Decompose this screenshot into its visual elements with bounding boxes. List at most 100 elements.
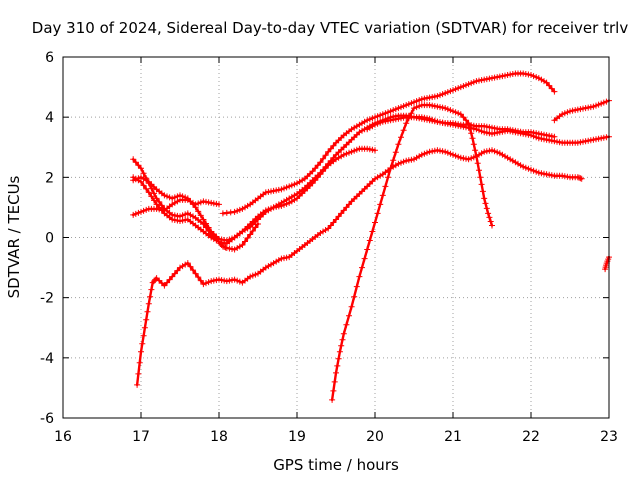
- data-point: [143, 185, 150, 192]
- data-point: [138, 348, 144, 355]
- data-point: [203, 220, 209, 227]
- y-tick-label: 4: [45, 110, 54, 126]
- data-point: [450, 151, 456, 158]
- data-point: [249, 218, 256, 225]
- series-track-10: [602, 254, 612, 273]
- data-point: [135, 175, 142, 182]
- data-point: [603, 98, 610, 105]
- data-point: [317, 171, 324, 178]
- data-point: [223, 237, 230, 244]
- data-point: [140, 332, 147, 339]
- data-point: [346, 201, 352, 208]
- data-point: [291, 181, 298, 188]
- data-point: [457, 84, 464, 91]
- data-point: [489, 147, 495, 154]
- data-point: [470, 79, 477, 86]
- data-point: [356, 273, 363, 280]
- data-point: [340, 330, 347, 337]
- data-point: [364, 117, 371, 124]
- axis-ticks: [62, 56, 610, 419]
- data-point: [392, 106, 399, 113]
- data-point: [130, 156, 137, 163]
- y-tick-label: 2: [45, 170, 54, 186]
- data-point: [203, 280, 209, 287]
- data-point: [489, 222, 495, 229]
- chart-title: Day 310 of 2024, Sidereal Day-to-day VTE…: [32, 19, 629, 37]
- data-point: [470, 141, 477, 148]
- data-point: [192, 201, 199, 208]
- data-point: [132, 159, 139, 166]
- data-point: [330, 387, 337, 394]
- data-point: [567, 108, 573, 115]
- data-point: [379, 192, 386, 199]
- data-point: [361, 255, 368, 262]
- data-point: [366, 237, 373, 244]
- data-point: [330, 142, 337, 149]
- data-point: [455, 153, 462, 160]
- data-point: [335, 355, 342, 362]
- data-point: [590, 103, 597, 110]
- data-point: [369, 115, 376, 122]
- data-point: [327, 222, 334, 229]
- data-point: [195, 200, 202, 207]
- data-point: [525, 165, 532, 172]
- x-tick-label: 16: [54, 429, 72, 445]
- data-point: [377, 201, 384, 208]
- data-point: [460, 114, 467, 121]
- data-point: [187, 263, 194, 270]
- data-point: [483, 205, 490, 212]
- data-point: [338, 342, 345, 349]
- data-point: [144, 308, 151, 315]
- data-point: [182, 211, 189, 218]
- data-point: [164, 279, 170, 286]
- data-point: [437, 92, 443, 99]
- data-point: [548, 85, 555, 92]
- data-point: [205, 279, 212, 286]
- data-point: [530, 73, 537, 80]
- x-tick-label: 21: [444, 429, 462, 445]
- x-tick-label: 22: [522, 429, 540, 445]
- data-point: [309, 180, 316, 187]
- data-point: [533, 74, 540, 81]
- data-point: [444, 89, 451, 96]
- data-point: [179, 212, 186, 219]
- data-point: [455, 85, 462, 92]
- y-axis-label: SDTVAR / TECUs: [5, 175, 23, 298]
- data-point: [528, 72, 534, 78]
- data-point: [457, 111, 464, 118]
- data-point: [340, 151, 347, 158]
- data-point: [481, 195, 488, 202]
- data-point: [216, 201, 222, 208]
- data-point: [578, 175, 585, 182]
- x-tick-label: 19: [288, 429, 306, 445]
- data-point: [447, 88, 454, 95]
- data-point: [331, 378, 338, 385]
- data-point: [465, 81, 472, 88]
- data-point: [533, 168, 540, 175]
- data-point: [147, 293, 154, 300]
- data-point: [390, 107, 397, 114]
- data-point: [171, 270, 178, 277]
- data-point: [452, 152, 459, 159]
- data-point: [400, 103, 407, 110]
- data-point: [387, 165, 394, 172]
- data-point: [491, 148, 498, 155]
- data-point: [353, 283, 360, 290]
- data-point: [239, 242, 246, 248]
- data-point: [522, 164, 529, 171]
- series-track-4: [130, 145, 378, 244]
- data-point: [416, 103, 423, 110]
- data-point: [405, 101, 412, 108]
- data-point: [351, 293, 358, 300]
- data-point: [392, 149, 399, 156]
- data-point: [520, 163, 527, 170]
- data-point: [281, 185, 287, 192]
- data-point: [408, 100, 415, 107]
- data-point: [382, 183, 389, 190]
- data-point: [463, 82, 469, 89]
- data-point: [166, 276, 173, 283]
- data-point: [135, 209, 142, 216]
- data-point: [184, 260, 191, 267]
- data-point: [145, 189, 152, 196]
- data-point: [283, 184, 290, 191]
